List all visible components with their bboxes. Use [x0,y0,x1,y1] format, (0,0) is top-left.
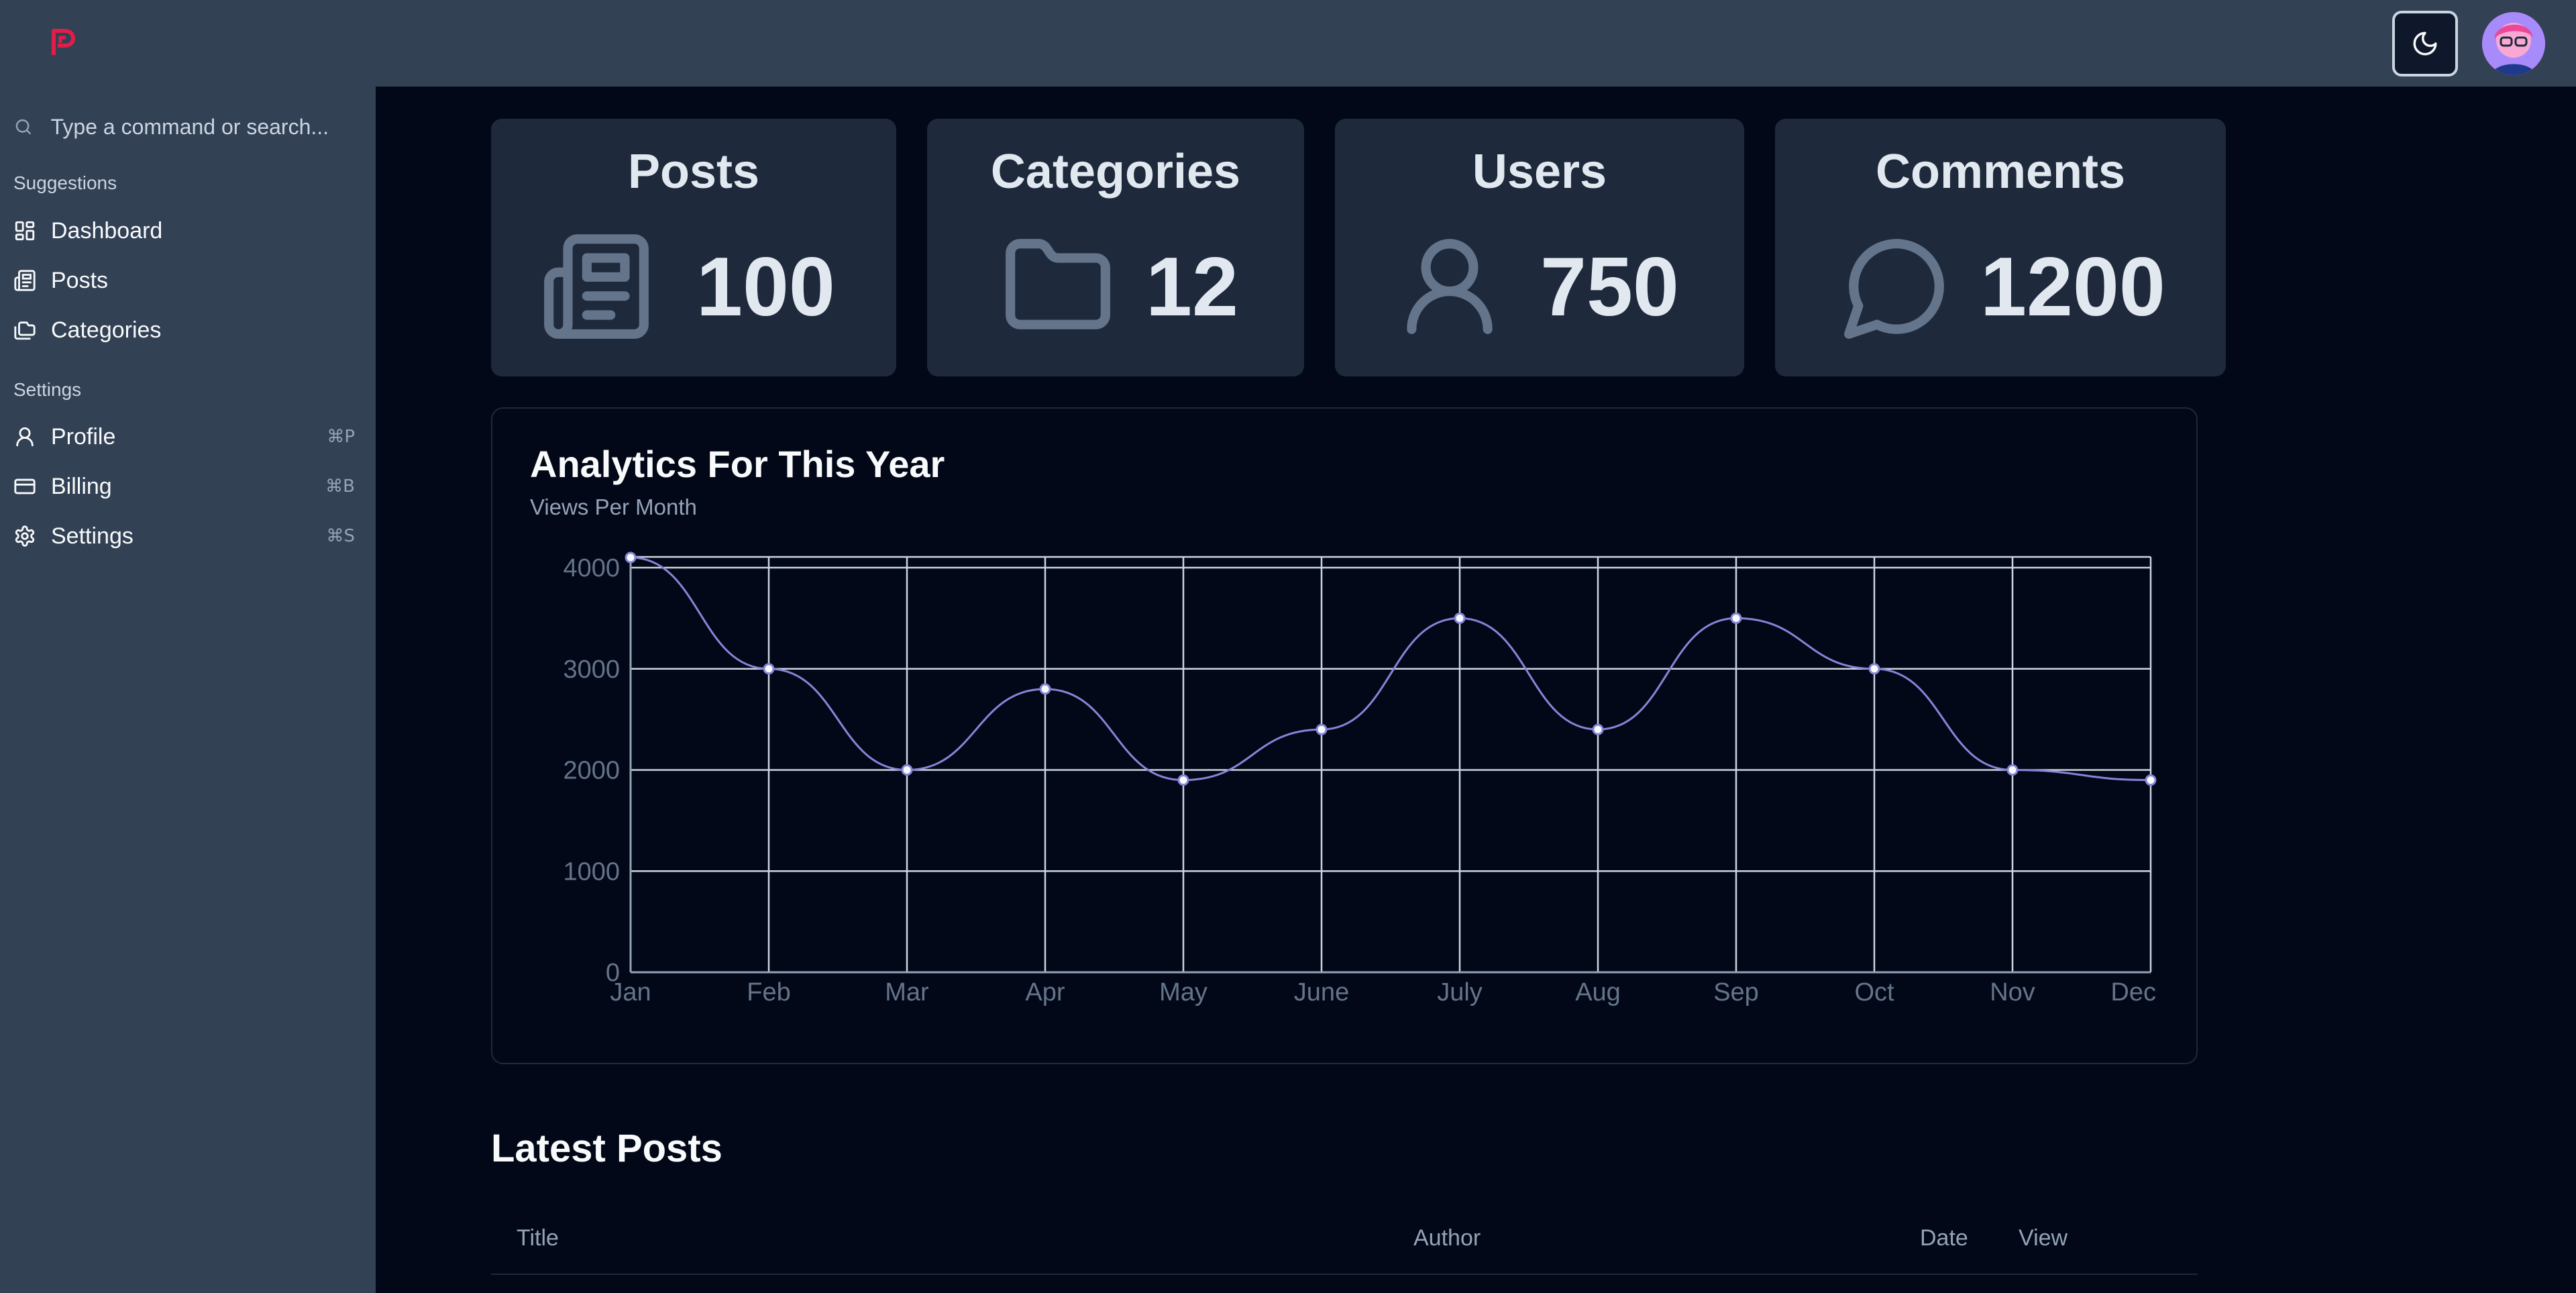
credit-card-icon [13,475,36,498]
data-point [1316,723,1328,735]
moon-icon [2413,32,2437,56]
sidebar-item-label: Settings [51,523,133,549]
views-line-chart: 0 1000 2000 3000 4000 Jan Feb Mar Apr May June July… [563,552,2157,1006]
data-point [901,764,913,776]
y-tick-label: 2000 [563,757,620,785]
theme-toggle-button[interactable] [2392,11,2458,76]
shortcut-label: ⌘S [326,526,355,546]
data-point [763,663,775,675]
analytics-panel: Analytics For This Year Views Per Month … [491,407,2198,1064]
sidebar-item-posts[interactable]: Posts [13,260,362,301]
x-tick-label: Sep [1713,978,1759,1006]
stat-card-categories: Categories 12 [927,119,1304,376]
folder-icon [1006,239,1110,329]
data-point [1454,612,1466,624]
stat-title: Comments [1875,145,2126,199]
data-point [1177,774,1189,786]
sidebar-item-billing[interactable]: Billing ⌘B [13,466,362,507]
column-header-author[interactable]: Author [1413,1225,1481,1251]
shortcut-label: ⌘P [327,427,355,447]
user-icon [1407,239,1493,334]
stat-value: 12 [1146,241,1238,333]
logo-icon[interactable] [51,27,75,56]
sidebar: Suggestions Dashboard Posts Categories S… [0,87,376,1293]
latest-posts-title: Latest Posts [491,1127,722,1170]
stat-title: Users [1472,145,1607,199]
data-point [2145,774,2157,786]
stat-value: 1200 [1980,241,2165,333]
command-search-input[interactable] [50,114,362,140]
sidebar-item-label: Billing [51,473,112,499]
stat-title: Categories [990,145,1241,199]
data-point [1730,612,1742,624]
sidebar-item-label: Dashboard [51,217,163,244]
group-label-suggestions: Suggestions [13,172,117,193]
sidebar-item-label: Categories [51,317,162,343]
gear-icon [13,525,36,548]
sidebar-item-label: Posts [51,267,109,293]
analytics-title: Analytics For This Year [530,443,945,485]
y-tick-label: 1000 [563,858,620,886]
stat-card-posts: Posts 100 [491,119,896,376]
stat-card-users: Users 750 [1335,119,1744,376]
stat-title: Posts [627,145,760,199]
stat-value: 750 [1540,241,1679,333]
sidebar-item-label: Profile [51,423,116,450]
sidebar-item-profile[interactable]: Profile ⌘P [13,417,362,457]
data-point [2006,764,2019,776]
x-tick-label: Jan [610,978,651,1006]
column-header-title[interactable]: Title [517,1225,559,1251]
posts-table-header: Title Author Date View [491,1208,2198,1275]
x-tick-label: Feb [747,978,790,1006]
x-tick-label: June [1294,978,1349,1006]
sidebar-item-settings[interactable]: Settings ⌘S [13,516,362,556]
shortcut-label: ⌘B [325,476,355,497]
x-tick-label: July [1437,978,1483,1006]
x-tick-label: May [1159,978,1208,1006]
x-tick-label: Aug [1575,978,1621,1006]
search-icon [15,119,31,135]
sidebar-item-dashboard[interactable]: Dashboard [13,211,362,251]
y-tick-label: 4000 [563,554,620,582]
newspaper-icon [13,269,36,292]
y-tick-label: 0 [606,959,620,987]
column-header-view[interactable]: View [2019,1225,2068,1251]
x-tick-label: Nov [1990,978,2035,1006]
command-search[interactable] [13,107,362,147]
avatar[interactable] [2482,12,2545,75]
message-circle-icon [1844,239,1944,339]
data-point [625,552,637,564]
sidebar-item-categories[interactable]: Categories [13,310,362,350]
stat-card-comments: Comments 1200 [1775,119,2226,376]
data-point [1039,683,1051,695]
x-tick-label: Apr [1025,978,1065,1006]
group-label-settings: Settings [13,379,82,400]
data-point [1868,663,1880,675]
dashboard-icon [13,219,36,242]
user-icon [13,425,36,448]
top-navbar [0,0,2576,87]
x-tick-label: Mar [885,978,929,1006]
stat-value: 100 [696,241,835,333]
y-tick-label: 3000 [563,656,620,684]
column-header-date[interactable]: Date [1920,1225,1968,1251]
folders-icon [13,319,36,342]
x-tick-label: Dec [2110,978,2156,1006]
data-point [1592,723,1604,735]
x-tick-label: Oct [1854,978,1894,1006]
newspaper-icon [544,234,649,339]
analytics-subtitle: Views Per Month [530,495,697,519]
